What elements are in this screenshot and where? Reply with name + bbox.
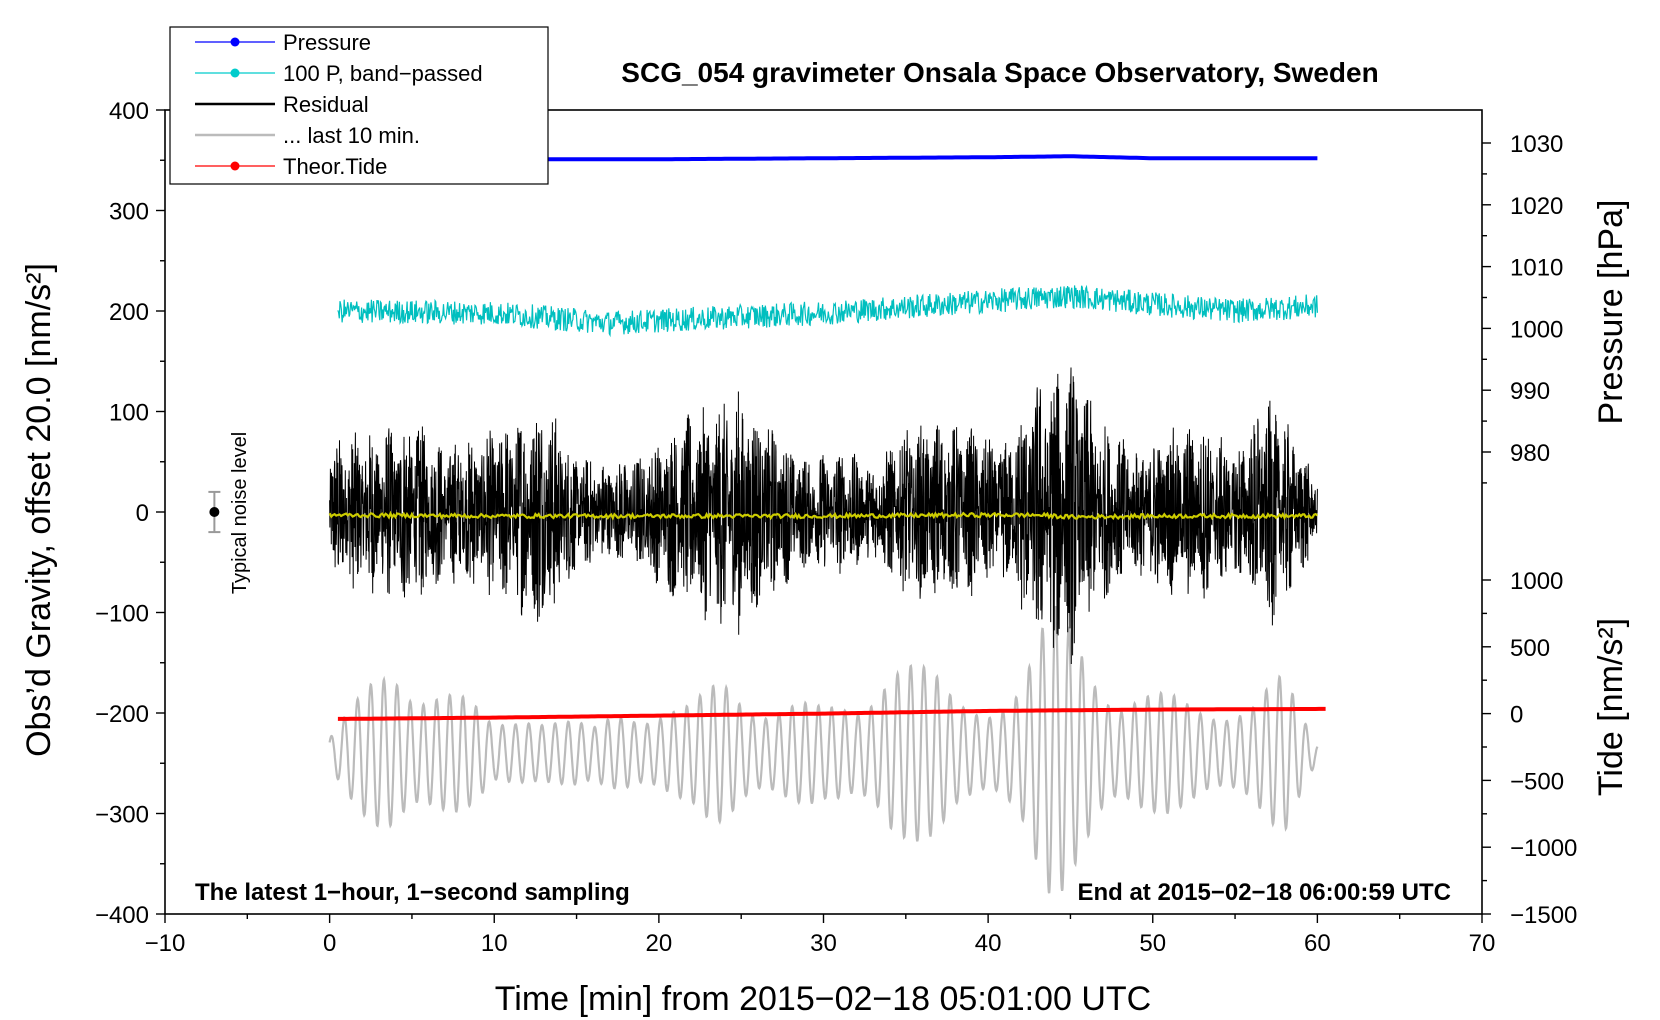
x-tick-label: 10: [481, 930, 508, 957]
y-left-tick-label: 100: [109, 400, 149, 427]
noise-indicator: [208, 490, 221, 534]
x-tick-label: 40: [975, 930, 1002, 957]
y-left-tick-label: 0: [136, 500, 149, 527]
y-left-tick-label: −400: [95, 902, 149, 929]
pressure-tick-label: 1000: [1510, 316, 1563, 343]
y-left-tick-label: −300: [95, 802, 149, 829]
series-last-10-min: [328, 605, 1319, 894]
pressure-tick-label: 1020: [1510, 193, 1563, 220]
legend-label: ... last 10 min.: [283, 123, 420, 148]
noise-label: Typical noise level: [229, 432, 251, 594]
x-tick-label: 70: [1469, 930, 1496, 957]
legend-marker: [230, 161, 240, 171]
x-tick-label: 0: [323, 930, 336, 957]
chart-title: SCG_054 gravimeter Onsala Space Observat…: [621, 57, 1378, 88]
legend-label: Pressure: [283, 30, 371, 55]
tide-tick-label: −500: [1510, 768, 1564, 795]
series-theor-tide: [337, 706, 1326, 721]
legend: Pressure 100 P, band−passed Residual ... la…: [169, 26, 549, 185]
y-left-tick-label: −100: [95, 601, 149, 628]
tide-tick-label: −1500: [1510, 902, 1577, 929]
legend-label: 100 P, band−passed: [283, 61, 483, 86]
x-axis-label: Time [min] from 2015−02−18 05:01:00 UTC: [495, 980, 1151, 1018]
series-gravity-mean: [328, 510, 1319, 521]
x-tick-label: −10: [145, 930, 186, 957]
tide-tick-label: −1000: [1510, 835, 1577, 862]
legend-box: [169, 26, 549, 185]
y-axis-label-pressure: Pressure [hPa]: [1592, 200, 1630, 425]
x-tick-label: 20: [646, 930, 673, 957]
series-layer: [328, 154, 1326, 894]
legend-label: Residual: [283, 92, 369, 117]
y-axis-label-tide: Tide [nm/s²]: [1592, 618, 1630, 796]
legend-marker: [230, 37, 240, 47]
legend-marker: [230, 68, 240, 78]
y-left-tick-label: 300: [109, 199, 149, 226]
y-axis-label-left: Obs’d Gravity, offset 20.0 [nm/s²]: [20, 263, 58, 757]
pressure-tick-label: 1030: [1510, 131, 1563, 158]
y-left-tick-label: 400: [109, 98, 149, 125]
pressure-tick-label: 1010: [1510, 255, 1563, 282]
noise-dot: [209, 507, 220, 517]
pressure-tick-label: 980: [1510, 440, 1550, 467]
pressure-tick-label: 990: [1510, 378, 1550, 405]
tide-tick-label: 1000: [1510, 568, 1563, 595]
ticks-layer: −10 0 10 20 30 40 50 60 704003002001000−100−200−…: [95, 98, 1577, 957]
series-band-passed: [337, 284, 1318, 338]
note-sampling: The latest 1−hour, 1−second sampling: [195, 879, 630, 906]
x-tick-label: 60: [1304, 930, 1331, 957]
legend-label: Theor.Tide: [283, 154, 387, 179]
tide-tick-label: 500: [1510, 635, 1550, 662]
x-tick-label: 50: [1139, 930, 1166, 957]
tide-tick-label: 0: [1510, 702, 1523, 729]
y-left-tick-label: −200: [95, 701, 149, 728]
note-end-time: End at 2015−02−18 06:00:59 UTC: [1077, 879, 1451, 906]
y-left-tick-label: 200: [109, 299, 149, 326]
x-tick-label: 30: [810, 930, 837, 957]
